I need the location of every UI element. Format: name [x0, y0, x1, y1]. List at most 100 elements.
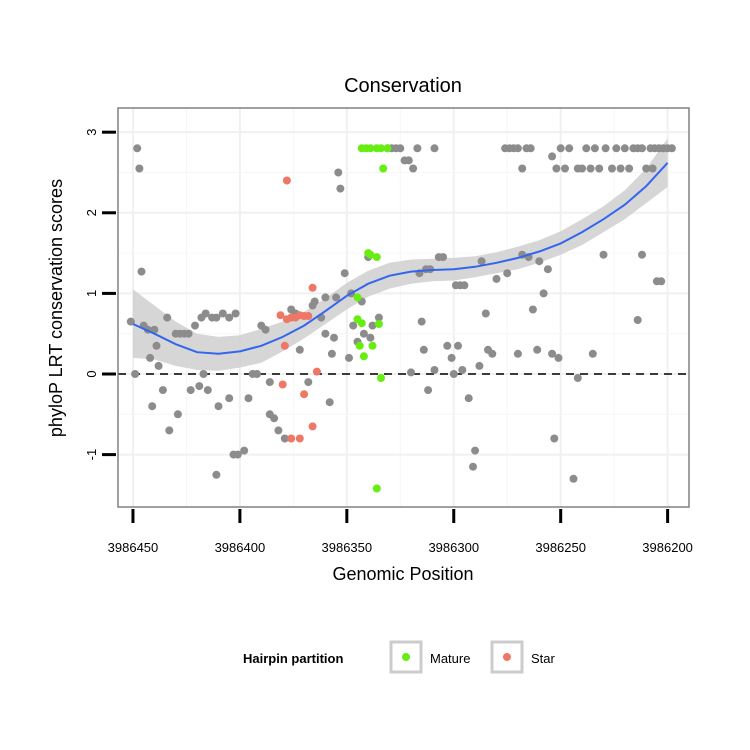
data-point-other	[407, 368, 415, 377]
data-point-star	[308, 283, 317, 292]
data-point-star	[295, 434, 304, 443]
data-point-other	[469, 462, 477, 471]
data-point-other	[214, 402, 223, 411]
data-point-other	[404, 156, 413, 165]
data-point-other	[137, 267, 146, 276]
legend-key-mature: Mature	[389, 640, 470, 674]
data-point-other	[330, 333, 338, 342]
data-point-other	[518, 164, 527, 173]
data-point-other	[513, 349, 522, 358]
data-point-other	[203, 386, 212, 395]
data-point-other	[454, 341, 462, 350]
data-point-mature	[374, 320, 383, 328]
data-point-other	[573, 374, 582, 382]
data-point-other	[212, 313, 221, 322]
data-point-other	[526, 144, 535, 153]
data-point-star	[276, 311, 285, 320]
data-point-other	[533, 345, 542, 354]
data-point-other	[539, 289, 548, 298]
data-point-other	[554, 353, 563, 362]
data-point-other	[261, 325, 270, 334]
data-point-other	[424, 386, 433, 395]
data-point-other	[274, 426, 283, 435]
data-point-other	[535, 257, 544, 266]
data-point-star	[304, 312, 313, 320]
data-point-other	[561, 164, 569, 173]
data-point-other	[366, 333, 375, 342]
data-point-other	[430, 366, 439, 374]
data-point-other	[550, 434, 559, 443]
data-point-other	[599, 250, 608, 259]
x-axis: 3986450 3986400 3986350 3986300 3986250 39862…	[108, 509, 693, 555]
data-point-other	[513, 144, 522, 153]
data-point-other	[625, 164, 634, 173]
legend-label-mature: Mature	[430, 651, 470, 666]
data-point-other	[548, 152, 557, 161]
x-tick-label: 3986250	[535, 540, 586, 555]
data-point-mature	[366, 144, 375, 153]
data-point-mature	[377, 374, 385, 382]
data-point-other	[154, 361, 163, 370]
data-point-other	[578, 164, 587, 173]
data-point-other	[481, 309, 490, 318]
data-point-other	[212, 470, 221, 479]
legend-key-star: Star	[490, 640, 556, 674]
data-point-other	[413, 144, 422, 153]
data-point-mature	[383, 144, 392, 153]
data-point-other	[601, 144, 610, 153]
series-star	[276, 176, 321, 443]
data-point-other	[638, 250, 646, 259]
plot-border	[117, 107, 690, 508]
plot-background	[118, 108, 689, 507]
data-point-other	[419, 345, 428, 354]
data-point-other	[321, 293, 330, 302]
data-point-other	[464, 394, 473, 403]
data-point-other	[569, 474, 578, 483]
data-point-mature	[377, 144, 385, 153]
data-point-other	[359, 329, 368, 338]
data-point-other	[449, 370, 458, 378]
data-point-other	[304, 378, 313, 387]
data-point-other	[325, 398, 334, 407]
data-point-mature	[355, 341, 364, 350]
data-point-other	[439, 253, 448, 262]
data-point-other	[184, 329, 193, 338]
y-tick-label: -1	[84, 449, 99, 461]
data-point-other	[308, 301, 317, 310]
data-point-other	[633, 316, 642, 324]
data-point-other	[471, 446, 480, 455]
data-point-other	[253, 370, 261, 378]
data-point-mature	[366, 250, 375, 259]
data-point-other	[667, 144, 676, 153]
data-point-star	[287, 434, 296, 443]
data-point-other	[233, 450, 242, 459]
data-point-other	[201, 309, 210, 318]
data-point-mature	[368, 341, 377, 350]
smooth-trend-line	[132, 162, 669, 355]
legend-label-star: Star	[531, 651, 556, 666]
data-point-star	[300, 390, 309, 399]
y-axis-title: phyloP LRT conservation scores	[46, 179, 66, 437]
data-point-other	[642, 164, 651, 173]
data-point-other	[133, 144, 142, 153]
y-tick-label: 3	[84, 129, 99, 136]
data-point-other	[135, 164, 144, 173]
data-point-other	[503, 269, 512, 278]
data-point-other	[477, 257, 486, 266]
data-point-other	[556, 144, 565, 153]
data-point-other	[336, 184, 345, 193]
legend-star-swatch	[503, 653, 511, 661]
data-point-mature	[372, 484, 381, 493]
data-point-other	[528, 305, 537, 314]
data-point-other	[152, 341, 161, 350]
data-point-other	[620, 144, 629, 153]
data-point-other	[231, 309, 240, 318]
data-point-other	[552, 164, 561, 173]
data-point-other	[458, 366, 467, 374]
data-point-other	[195, 382, 204, 391]
data-point-star	[280, 341, 289, 350]
data-point-mature	[379, 164, 388, 173]
data-point-other	[295, 345, 304, 354]
data-point-other	[443, 341, 452, 350]
y-tick-label: 2	[84, 209, 99, 216]
